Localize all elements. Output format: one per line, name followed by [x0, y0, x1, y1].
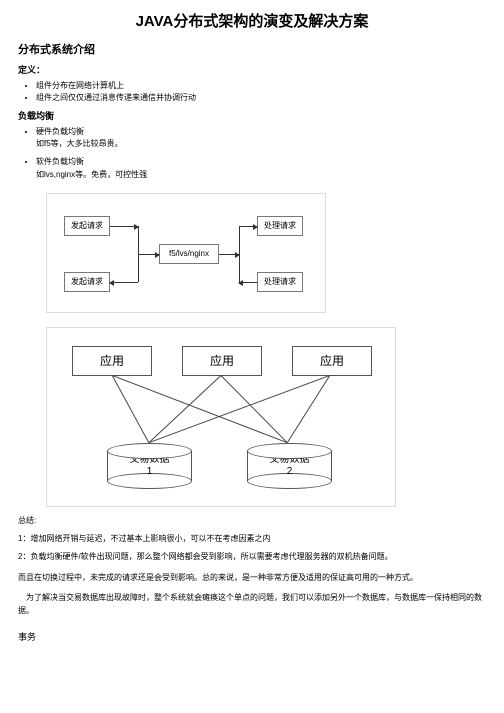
node-handler: 处理请求: [257, 272, 303, 292]
definition-item: 组件分布在网络计算机上: [36, 80, 486, 92]
arrow: [110, 226, 138, 227]
summary-para: 而且在切换过程中，未完成的请求还是会受到影响。总的来说，是一种非常方便及适用的保…: [18, 572, 486, 584]
summary-para: 为了解决当交易数据库出现故障时，整个系统就会瘫痪这个单点的问题，我们可以添加另外…: [18, 592, 486, 617]
summary-line: 2：负载均衡硬件/软件出现问题，那么整个网络都会受到影响，所以需要考虑代理服务器…: [18, 551, 486, 563]
arrow: [219, 254, 239, 255]
section-intro: 分布式系统介绍: [18, 41, 486, 57]
connector: [239, 226, 240, 282]
summary-heading: 总结:: [18, 515, 486, 527]
diagram-loadbalance: 发起请求 发起请求 f5/lvs/nginx 处理请求 处理请求: [46, 193, 326, 313]
node-request: 发起请求: [64, 272, 110, 292]
arrow: [110, 282, 138, 283]
definition-list: 组件分布在网络计算机上 组件之间仅仅通过消息传递来通信并协调行动: [36, 80, 486, 105]
definition-item: 组件之间仅仅通过消息传递来通信并协调行动: [36, 92, 486, 104]
loadbalance-heading: 负载均衡: [18, 109, 486, 122]
topology-lines: [47, 328, 395, 506]
definition-heading: 定义：: [18, 63, 486, 76]
lb-hw-label: 硬件负载均衡: [36, 126, 486, 138]
lb-list: 硬件负载均衡: [36, 126, 486, 138]
page-title: JAVA分布式架构的演变及解决方案: [18, 10, 486, 31]
arrow: [239, 226, 257, 227]
lb-sw-note: 如lvs,nginx等。免费，可控性强: [36, 169, 486, 181]
lb-sw-label: 软件负载均衡: [36, 156, 486, 168]
lb-list-2: 软件负载均衡: [36, 156, 486, 168]
summary-line: 1：增加网络开销与延迟，不过基本上影响很小，可以不在考虑因素之内: [18, 533, 486, 545]
arrow: [138, 254, 159, 255]
node-handler: 处理请求: [257, 216, 303, 236]
node-proxy: f5/lvs/nginx: [159, 244, 219, 264]
diagram-topology: 应用 应用 应用 交易数据 1 交易数据 2: [46, 327, 396, 507]
node-request: 发起请求: [64, 216, 110, 236]
arrow: [239, 282, 257, 283]
lb-hw-note: 如f5等，大多比较昂贵。: [36, 138, 486, 150]
tx-heading: 事务: [18, 631, 486, 645]
